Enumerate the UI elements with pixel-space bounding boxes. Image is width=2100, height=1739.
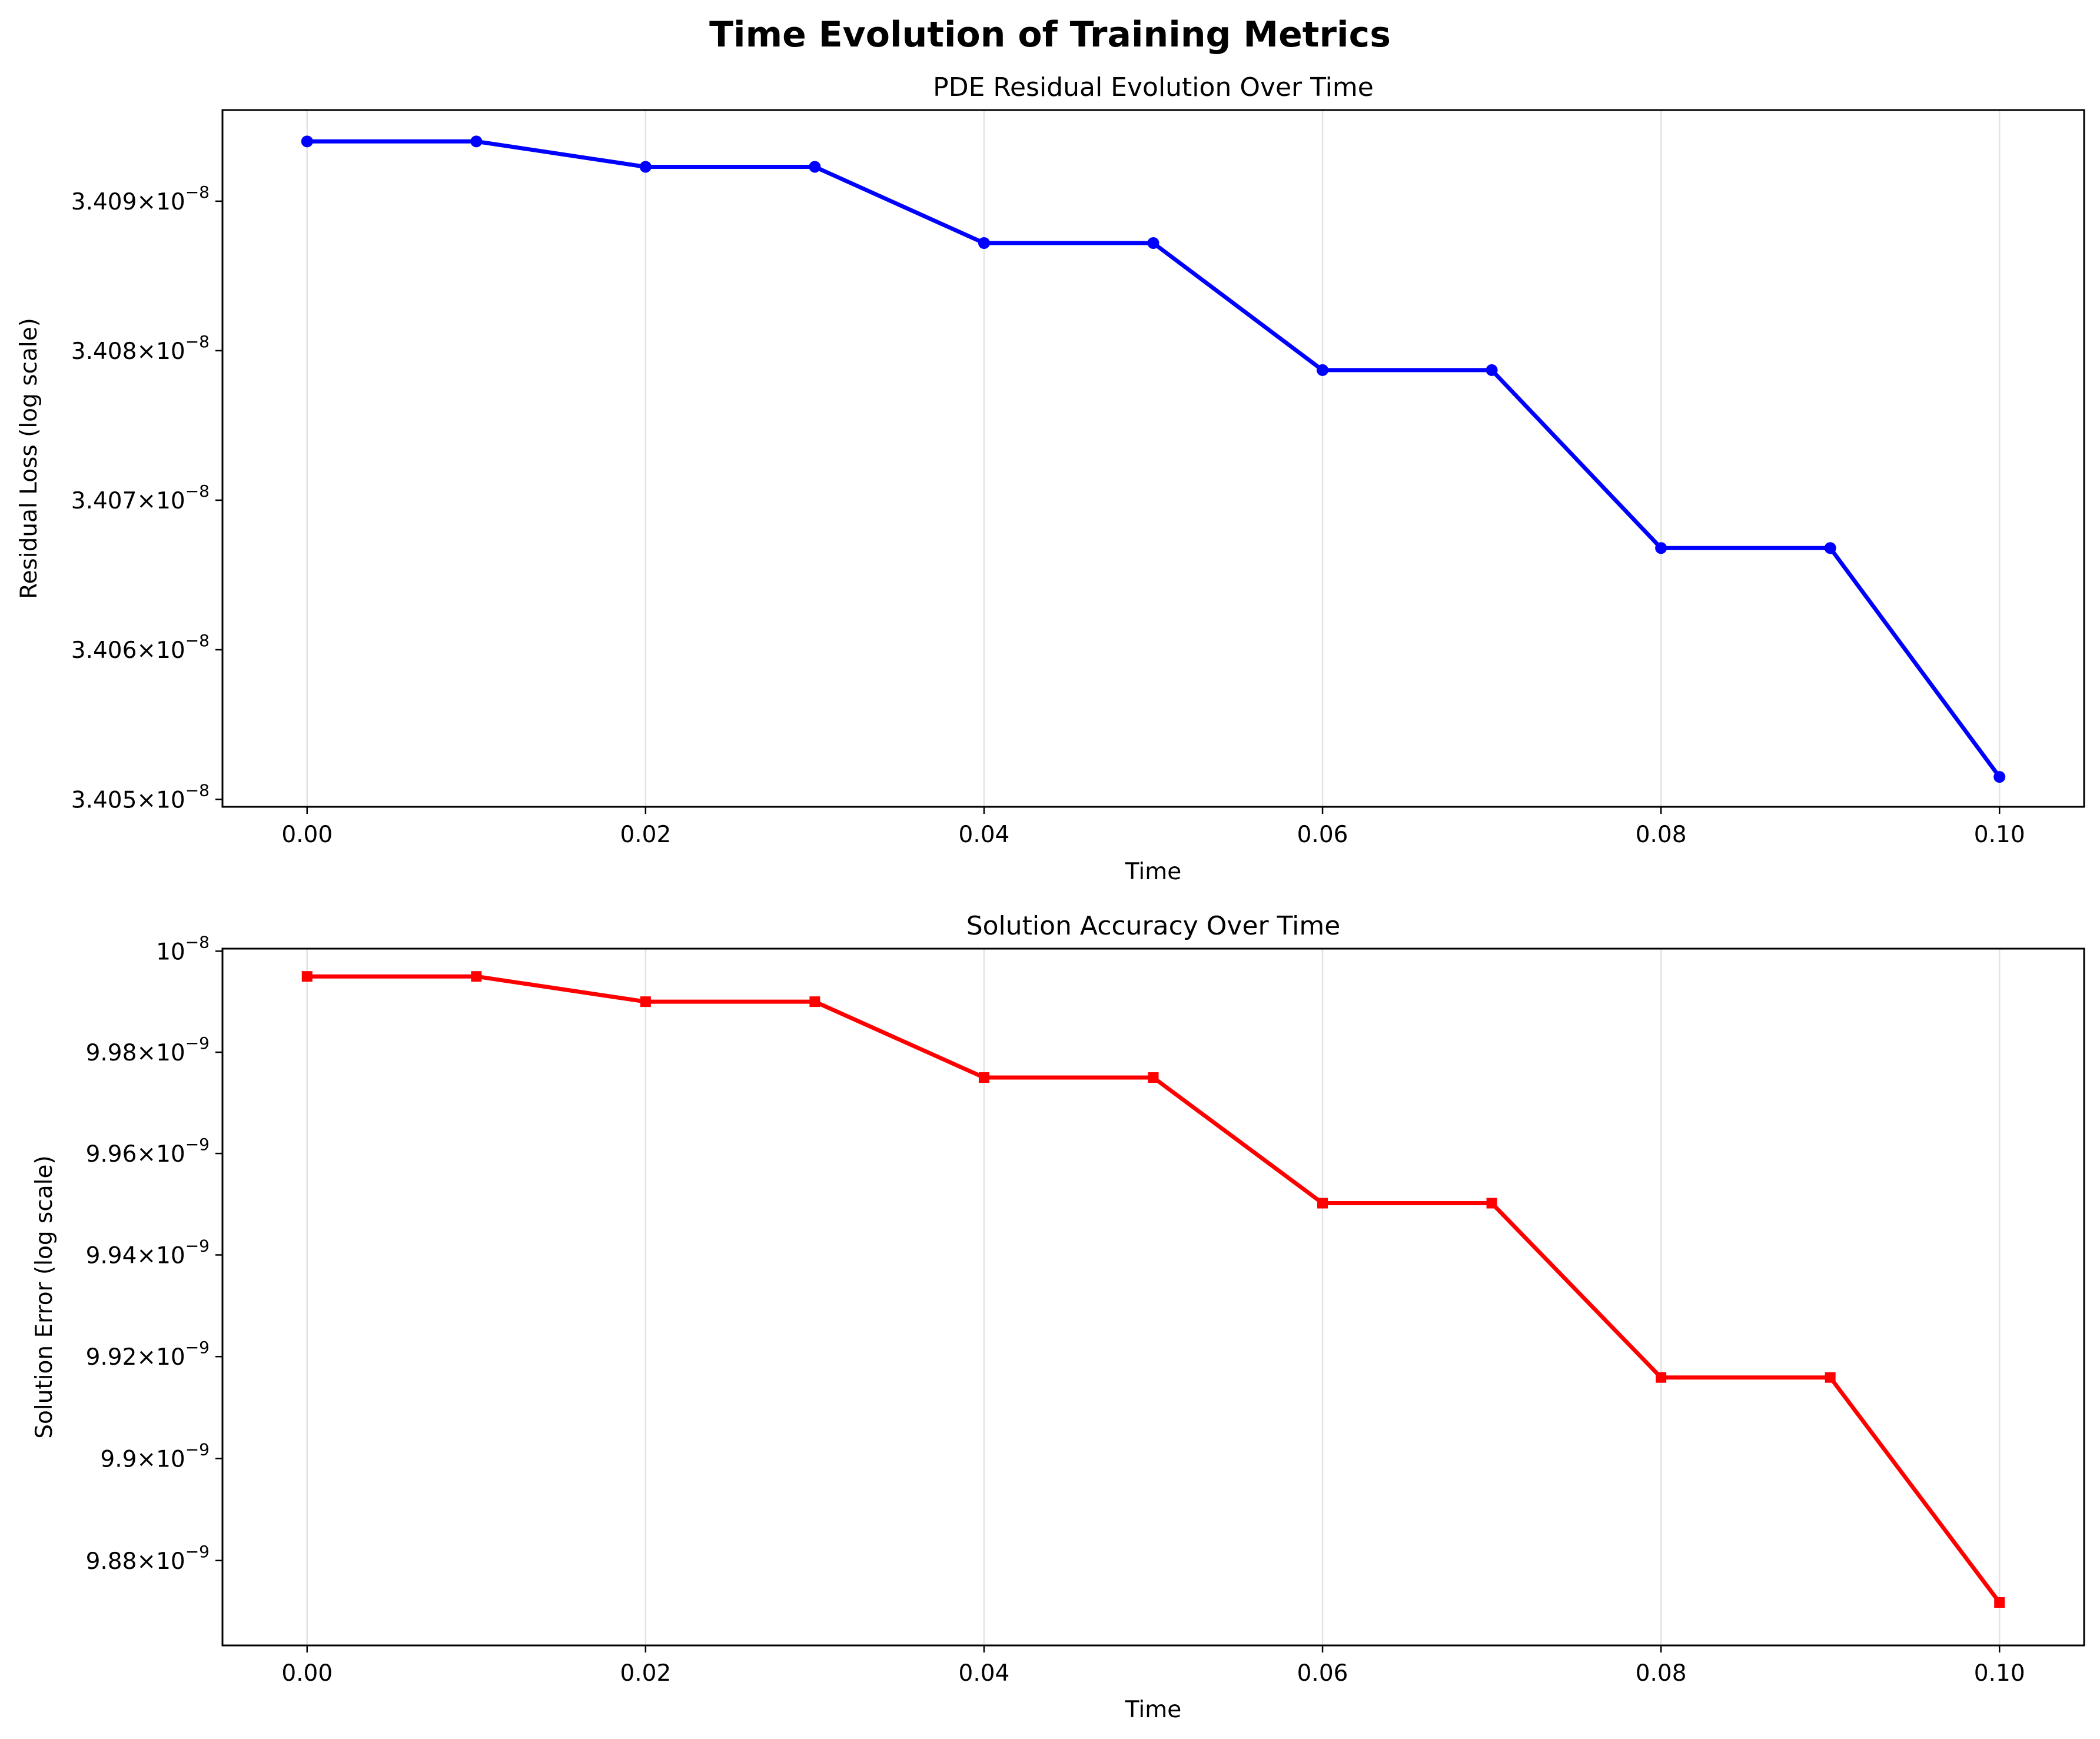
residual-data-point [1824, 542, 1836, 554]
error-ytick-label: 9.96×10−9 [86, 1135, 210, 1168]
residual-data-point [1147, 237, 1159, 250]
residual-data-point [978, 237, 990, 250]
error-data-point [1148, 1072, 1159, 1083]
residual-xtick-label: 0.08 [1636, 822, 1687, 848]
residual-data-point [301, 135, 313, 148]
error-panel: 0.00 0.02 0.04 0.06 0.08 0.10 9.88×10−9 9.9×10−… [31, 911, 2085, 1723]
residual-ytick-label: 3.407×10−8 [71, 481, 210, 514]
residual-xtick-label: 0.00 [281, 822, 333, 848]
error-ytick-label: 9.9×10−9 [100, 1439, 210, 1472]
residual-axes-frame [221, 109, 2085, 808]
error-axes-frame [221, 947, 2085, 1647]
error-ytick-label: 9.88×10−9 [86, 1542, 210, 1575]
residual-x-axis-label: Time [1125, 859, 1181, 885]
error-ytick-label: 9.94×10−9 [86, 1236, 210, 1269]
residual-ytick-label: 3.409×10−8 [71, 182, 210, 215]
residual-data-point [809, 161, 821, 173]
error-data-point [1486, 1198, 1497, 1209]
residual-xtick-label: 0.04 [959, 822, 1010, 848]
residual-xtick-label: 0.02 [620, 822, 671, 848]
error-ytick-label: 9.92×10−9 [86, 1338, 210, 1371]
error-xtick-label: 0.06 [1297, 1660, 1348, 1687]
error-ytick-label: 10−8 [156, 932, 210, 965]
error-xtick-label: 0.00 [281, 1660, 333, 1687]
residual-data-point [1486, 364, 1498, 376]
residual-panel: 0.00 0.02 0.04 0.06 0.08 0.10 3.405×10−8 3.406×… [16, 72, 2085, 885]
error-data-point [1317, 1198, 1328, 1209]
residual-ytick-label: 3.408×10−8 [71, 332, 210, 365]
error-ytick-label: 9.98×10−9 [86, 1033, 210, 1066]
error-xtick-label: 0.02 [620, 1660, 671, 1687]
error-data-point [1825, 1372, 1836, 1383]
residual-data-point [639, 161, 652, 173]
residual-ytick-label: 3.406×10−8 [71, 631, 210, 664]
residual-data-point [470, 135, 483, 148]
error-chart-title: Solution Accuracy Over Time [966, 911, 1341, 941]
error-data-point [301, 971, 313, 982]
residual-series-line [305, 139, 2002, 779]
residual-data-point [1993, 771, 2006, 783]
error-data-point [640, 996, 651, 1008]
error-xtick-label: 0.10 [1974, 1660, 2025, 1687]
error-data-point [978, 1072, 989, 1083]
residual-y-axis-label: Residual Loss (log scale) [16, 318, 42, 599]
residual-xtick-label: 0.10 [1974, 822, 2025, 848]
figure-title: Time Evolution of Training Metrics [709, 14, 1391, 55]
error-data-point [809, 996, 820, 1008]
error-series-line [305, 974, 2002, 1605]
error-data-point [471, 971, 482, 982]
residual-data-point [1655, 542, 1667, 554]
error-xtick-label: 0.04 [959, 1660, 1010, 1687]
error-xtick-label: 0.08 [1636, 1660, 1687, 1687]
residual-data-point [1317, 364, 1329, 376]
error-x-axis-label: Time [1125, 1697, 1181, 1723]
error-data-point [1994, 1597, 2005, 1608]
residual-xtick-label: 0.06 [1297, 822, 1348, 848]
residual-ytick-label: 3.405×10−8 [71, 780, 210, 813]
residual-chart-title: PDE Residual Evolution Over Time [933, 72, 1374, 102]
error-data-point [1656, 1372, 1667, 1383]
error-y-axis-label: Solution Error (log scale) [31, 1155, 58, 1439]
